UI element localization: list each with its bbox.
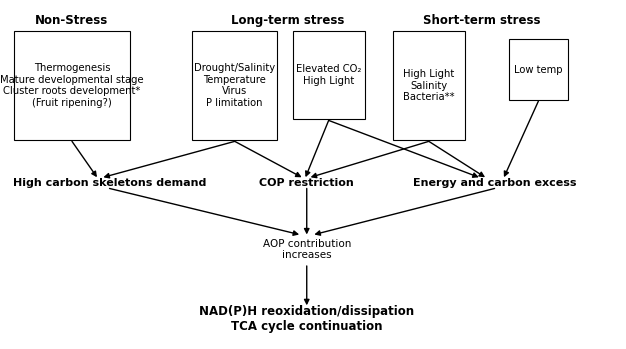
FancyBboxPatch shape <box>393 31 464 140</box>
Text: NAD(P)H reoxidation/dissipation
TCA cycle continuation: NAD(P)H reoxidation/dissipation TCA cycl… <box>199 305 414 333</box>
FancyBboxPatch shape <box>508 39 568 101</box>
Text: Energy and carbon excess: Energy and carbon excess <box>413 178 577 188</box>
Text: High carbon skeletons demand: High carbon skeletons demand <box>13 178 206 188</box>
FancyBboxPatch shape <box>293 31 364 119</box>
Text: Elevated CO₂
High Light: Elevated CO₂ High Light <box>296 64 361 86</box>
Text: High Light
Salinity
Bacteria**: High Light Salinity Bacteria** <box>403 69 454 102</box>
Text: Thermogenesis
Mature developmental stage
Cluster roots development*
(Fruit ripen: Thermogenesis Mature developmental stage… <box>0 63 144 108</box>
Text: Drought/Salinity
Temperature
Virus
P limitation: Drought/Salinity Temperature Virus P lim… <box>194 63 275 108</box>
Text: Long-term stress: Long-term stress <box>231 14 345 27</box>
Text: Non-Stress: Non-Stress <box>35 14 109 27</box>
Text: COP restriction: COP restriction <box>259 178 354 188</box>
FancyBboxPatch shape <box>193 31 277 140</box>
FancyBboxPatch shape <box>14 31 130 140</box>
Text: Low temp: Low temp <box>514 65 563 75</box>
Text: Short-term stress: Short-term stress <box>423 14 541 27</box>
Text: AOP contribution
increases: AOP contribution increases <box>262 239 351 260</box>
